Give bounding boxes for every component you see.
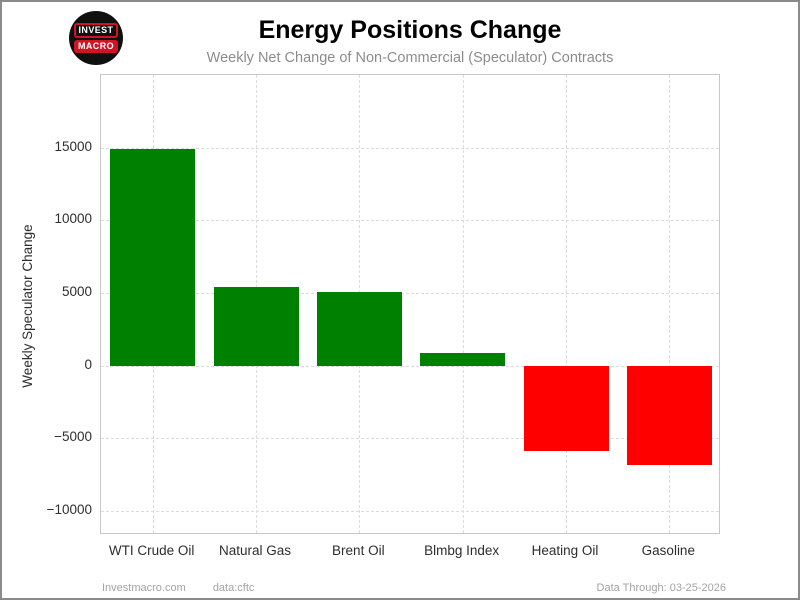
plot-area xyxy=(100,74,720,534)
footer-site: Investmacro.com xyxy=(102,582,186,594)
y-tick-5000: 5000 xyxy=(61,284,92,299)
gridline-y--10000 xyxy=(101,511,719,513)
gridline-x-5 xyxy=(669,75,671,533)
footer-left: Investmacro.com data:cftc xyxy=(102,582,254,594)
y-tick-0: 0 xyxy=(84,356,92,372)
bar-natural-gas xyxy=(213,287,299,366)
x-tick-natural-gas: Natural Gas xyxy=(218,543,291,558)
x-tick-blmbg-index: Blmbg Index xyxy=(424,543,500,558)
footer-data-through: Data Through: 03-25-2026 xyxy=(596,582,726,594)
y-tick--5000: −5000 xyxy=(54,429,92,445)
gridline-y-10000 xyxy=(101,220,719,222)
gridline-x-4 xyxy=(566,75,567,533)
gridline-y-5000 xyxy=(101,293,719,294)
x-tick-gasoline: Gasoline xyxy=(641,543,695,558)
bar-heating-oil xyxy=(523,365,609,452)
footer-source: data:cftc xyxy=(212,582,255,594)
bar-brent-oil xyxy=(316,292,402,366)
gridline-y-0 xyxy=(101,365,719,367)
x-tick-brent-oil: Brent Oil xyxy=(332,543,385,558)
gridline-y--5000 xyxy=(101,438,719,440)
logo-invest-text: INVEST xyxy=(73,23,119,38)
logo-macro-text: MACRO xyxy=(74,40,118,53)
bar-wti-crude-oil xyxy=(110,149,196,366)
bar-gasoline xyxy=(626,365,712,465)
chart-title: Energy Positions Change xyxy=(258,16,562,44)
bar-blmbg-index xyxy=(420,352,506,366)
y-tick--10000: −10000 xyxy=(46,502,92,518)
gridline-x-3 xyxy=(462,75,464,533)
chart-subtitle: Weekly Net Change of Non-Commercial (Spe… xyxy=(206,50,614,66)
x-tick-heating-oil: Heating Oil xyxy=(531,543,599,558)
investmacro-logo: INVEST MACRO xyxy=(69,11,123,65)
x-tick-wti-crude-oil: WTI Crude Oil xyxy=(108,543,195,558)
y-tick-15000: 15000 xyxy=(54,138,92,154)
gridline-y-15000 xyxy=(101,147,719,149)
y-tick-10000: 10000 xyxy=(54,211,92,227)
